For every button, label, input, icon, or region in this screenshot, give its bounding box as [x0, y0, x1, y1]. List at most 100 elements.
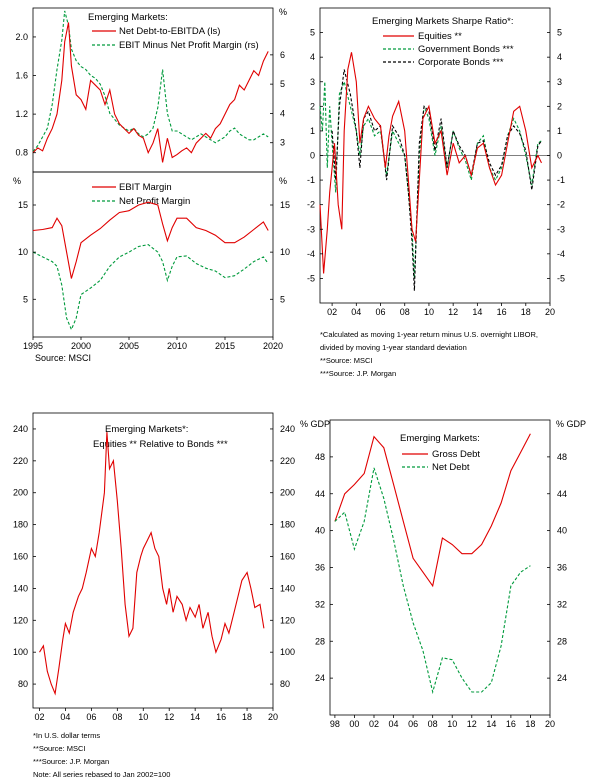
y-tick-label: 32 — [315, 599, 325, 609]
y-tick-label: 220 — [280, 456, 295, 466]
series-layer — [334, 433, 531, 695]
x-tick-label: 10 — [424, 307, 434, 317]
series-line-3 — [331, 69, 542, 291]
x-tick-label: 2015 — [215, 341, 235, 351]
y-tick-label: -1 — [307, 175, 315, 185]
y-tick-label: 40 — [557, 526, 567, 536]
y-tick-label: -3 — [557, 224, 565, 234]
y-tick-label: 160 — [13, 552, 28, 562]
y-tick-label: 28 — [557, 636, 567, 646]
y-tick-label: 5 — [280, 294, 285, 304]
y-tick-label: -4 — [557, 249, 565, 259]
y-tick-label: 40 — [315, 526, 325, 536]
y-tick-label: 80 — [280, 679, 290, 689]
y-tick-label: 44 — [557, 489, 567, 499]
y-tick-label: 0.8 — [15, 148, 28, 158]
y-tick-label: 32 — [557, 599, 567, 609]
x-tick-label: 1995 — [23, 341, 43, 351]
y-tick-label: 240 — [13, 424, 28, 434]
x-tick-label: 06 — [86, 712, 96, 722]
legend-label-govt-bonds: Government Bonds *** — [418, 44, 514, 55]
y-tick-label: 24 — [315, 673, 325, 683]
y-tick-label: 2 — [310, 101, 315, 111]
x-tick-label: 08 — [400, 307, 410, 317]
y-tick-label: 1 — [557, 126, 562, 136]
y-tick-label: 3 — [280, 138, 285, 148]
x-tick-label: 04 — [351, 307, 361, 317]
chart-title: Emerging Markets: — [400, 433, 480, 444]
legend-label-gross-debt: Gross Debt — [432, 449, 480, 460]
y-tick-label: 48 — [315, 452, 325, 462]
y-tick-label: 15 — [18, 200, 28, 210]
footnote-2: divided by moving 1-year standard deviat… — [320, 343, 467, 352]
legend-label-net-profit: Net Profit Margin — [119, 196, 190, 207]
y-tick-label: -4 — [307, 249, 315, 259]
y-tick-label: 24 — [557, 673, 567, 683]
y-tick-label: 4 — [557, 52, 562, 62]
y-tick-label: 5 — [310, 28, 315, 38]
y-tick-label: 200 — [13, 488, 28, 498]
series-line-1 — [39, 432, 265, 696]
y-tick-label: 5 — [557, 28, 562, 38]
axis-ticks: 0.8 1.2 1.6 2.0 3 4 5 6 — [15, 32, 285, 158]
y-tick-label: -5 — [557, 273, 565, 283]
y-tick-label: 28 — [315, 636, 325, 646]
y-tick-label: 44 — [315, 489, 325, 499]
y-tick-label: 4 — [280, 108, 285, 118]
y-tick-label: 80 — [18, 679, 28, 689]
footnote-3: ***Source: J.P. Morgan — [33, 757, 109, 766]
x-tick-label: 2010 — [167, 341, 187, 351]
x-tick-label: 18 — [521, 307, 531, 317]
y-tick-label: 10 — [280, 247, 290, 257]
chart-title: Emerging Markets*: — [105, 424, 188, 435]
legend-label-ebit-minus: EBIT Minus Net Profit Margin (rs) — [119, 40, 259, 51]
legend-label-corp-bonds: Corporate Bonds *** — [418, 57, 504, 68]
x-tick-label: 2020 — [263, 341, 283, 351]
x-tick-label: 00 — [349, 719, 359, 729]
source-note: Source: MSCI — [35, 353, 91, 363]
footnote-4: Note: All series rebased to Jan 2002=100 — [33, 770, 170, 779]
x-tick-label: 08 — [428, 719, 438, 729]
y-tick-label: -3 — [307, 224, 315, 234]
right-unit-label: % — [279, 7, 287, 17]
x-tick-label: 20 — [545, 719, 555, 729]
y-tick-label: 5 — [280, 79, 285, 89]
x-tick-label: 02 — [369, 719, 379, 729]
x-tick-label: 12 — [448, 307, 458, 317]
y-tick-label: 2 — [557, 101, 562, 111]
chart-title: Emerging Markets: — [88, 12, 168, 23]
x-tick-label: 18 — [525, 719, 535, 729]
x-tick-label: 10 — [138, 712, 148, 722]
y-tick-label: 48 — [557, 452, 567, 462]
y-tick-label: 180 — [13, 520, 28, 530]
y-tick-label: 0 — [557, 151, 562, 161]
chart-subtitle: Equities ** Relative to Bonds *** — [93, 439, 228, 450]
x-tick-label: 06 — [408, 719, 418, 729]
panel-leverage: % Emerging Markets: Net Debt-to-EBITDA (… — [15, 7, 287, 173]
x-tick-label: 2005 — [119, 341, 139, 351]
y-tick-label: 3 — [557, 77, 562, 87]
x-tick-label: 10 — [447, 719, 457, 729]
left-unit-label: % GDP — [300, 419, 330, 429]
panel-margins: % % EBIT Margin Net Profit Margin 510155… — [13, 171, 290, 363]
panel-relative: Emerging Markets*: Equities ** Relative … — [13, 412, 295, 779]
y-tick-label: 140 — [13, 583, 28, 593]
x-tick-label: 14 — [472, 307, 482, 317]
axis-ticks: 24 28 32 36 40 44 48 24 28 32 36 40 44 48 98 00 02 04 06 08… — [315, 452, 567, 729]
y-tick-label: -1 — [557, 175, 565, 185]
footnote-2: **Source: MSCI — [33, 744, 86, 753]
plot-frame — [32, 171, 274, 338]
x-tick-label: 18 — [242, 712, 252, 722]
x-tick-label: 12 — [467, 719, 477, 729]
x-tick-label: 12 — [164, 712, 174, 722]
right-unit-label: % GDP — [556, 419, 586, 429]
y-tick-label: 200 — [280, 488, 295, 498]
y-tick-label: 140 — [280, 583, 295, 593]
x-tick-label: 16 — [216, 712, 226, 722]
x-tick-label: 06 — [376, 307, 386, 317]
x-tick-label: 20 — [268, 712, 278, 722]
y-tick-label: 36 — [557, 563, 567, 573]
y-tick-label: 2.0 — [15, 32, 28, 42]
x-tick-label: 04 — [60, 712, 70, 722]
